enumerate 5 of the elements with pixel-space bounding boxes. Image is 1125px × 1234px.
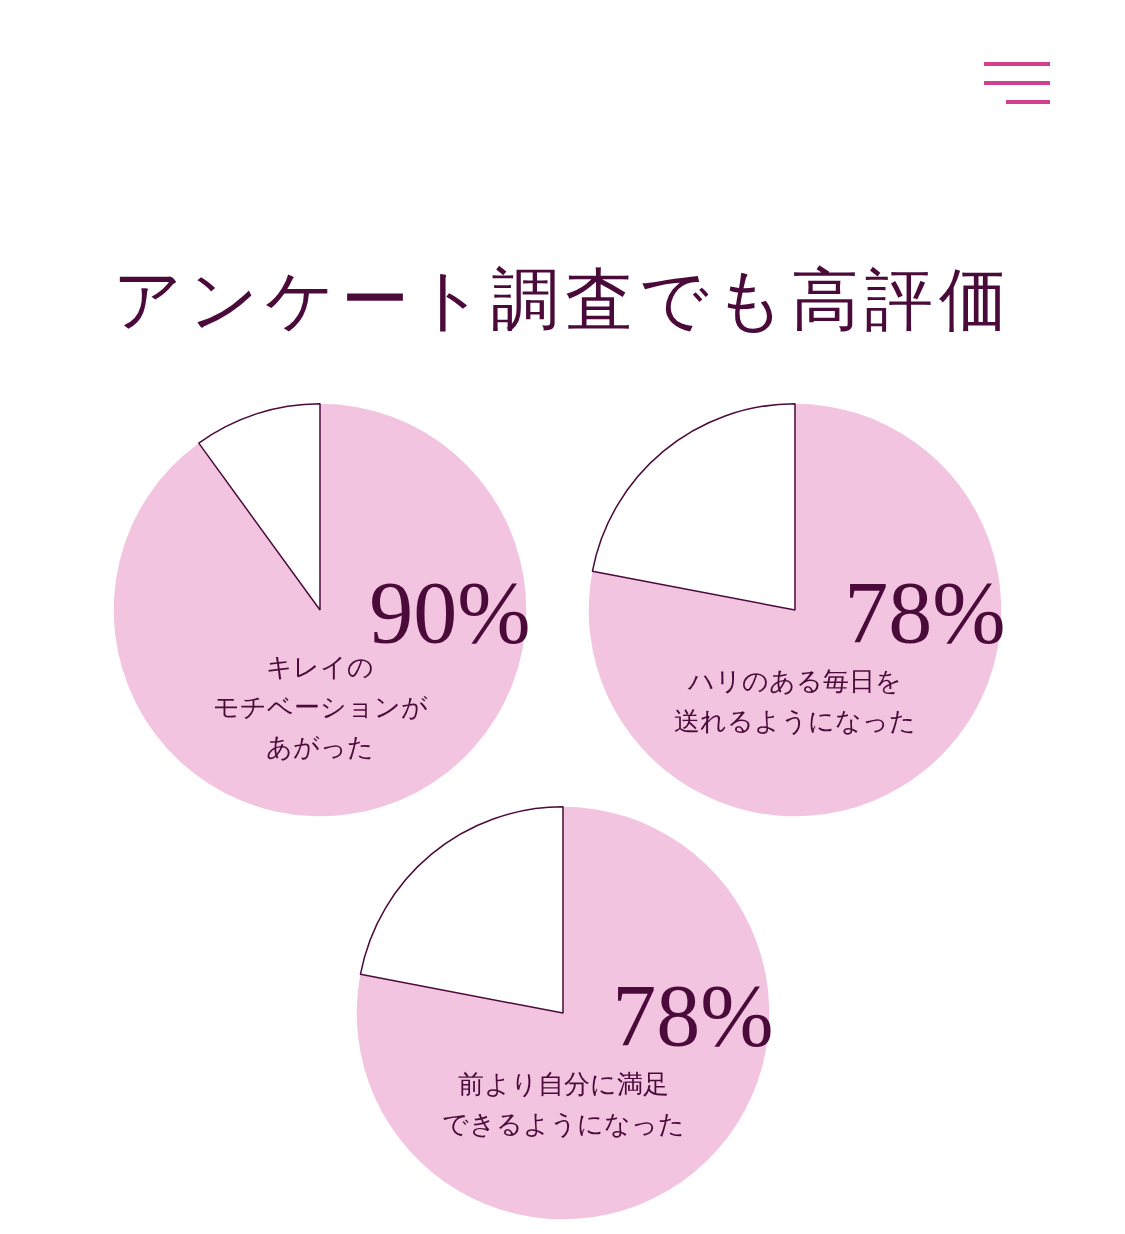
chart-title: アンケート調査でも高評価 bbox=[111, 261, 1014, 340]
data-label: 78% bbox=[844, 564, 1006, 661]
data-label: 78% bbox=[612, 967, 774, 1064]
slice-label: ハリのある毎日を送れるようになった bbox=[674, 666, 916, 736]
slice-label: 前より自分に満足できるようになった bbox=[441, 1069, 685, 1139]
